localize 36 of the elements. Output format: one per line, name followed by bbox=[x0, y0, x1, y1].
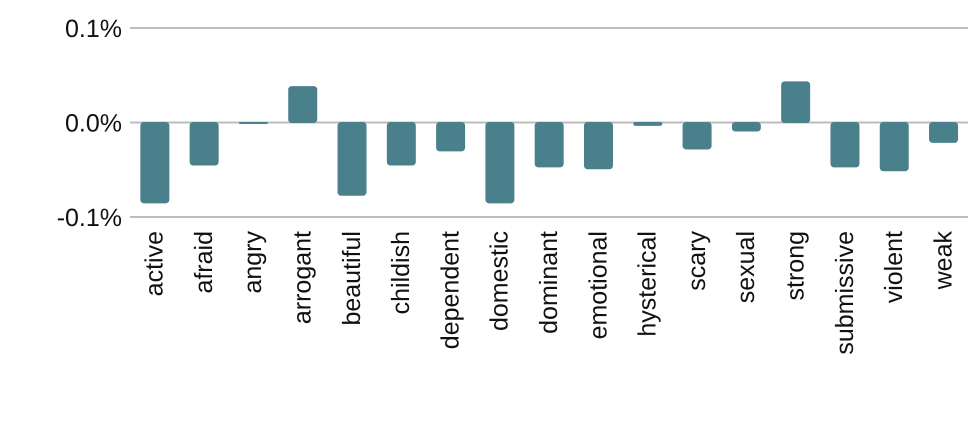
bar bbox=[386, 122, 416, 166]
x-tick-label: angry bbox=[239, 230, 268, 294]
x-tick-label: dependent bbox=[436, 230, 464, 350]
x-tick-label: emotional bbox=[584, 231, 612, 340]
x-tick-label: beautiful bbox=[338, 231, 366, 326]
x-tick-label: sexual bbox=[732, 231, 760, 304]
y-tick-label: 0.0% bbox=[65, 109, 122, 138]
x-tick-label: childish bbox=[387, 231, 416, 314]
bar bbox=[633, 122, 662, 126]
y-tick-label: 0.1% bbox=[65, 14, 122, 43]
bar bbox=[929, 122, 958, 143]
x-tick-label: weak bbox=[929, 230, 958, 290]
bar bbox=[190, 122, 219, 166]
x-tick-label: scary bbox=[682, 230, 711, 291]
bar bbox=[584, 122, 613, 170]
x-tick-label: afraid bbox=[190, 231, 218, 294]
x-tick-label: arrogant bbox=[288, 230, 317, 324]
x-tick-label: strong bbox=[781, 231, 810, 300]
x-tick-label: violent bbox=[880, 230, 908, 304]
y-tick-label: -0.1% bbox=[56, 204, 122, 232]
x-tick-label: hysterical bbox=[634, 231, 662, 337]
bar bbox=[485, 122, 514, 204]
bar bbox=[830, 122, 860, 168]
bar bbox=[781, 81, 810, 123]
bar bbox=[140, 122, 170, 204]
bar bbox=[436, 122, 466, 152]
x-tick-label: submissive bbox=[830, 231, 859, 355]
x-tick-label: active bbox=[140, 231, 169, 296]
x-tick-label: domestic bbox=[486, 231, 514, 332]
bar bbox=[682, 122, 712, 150]
bar bbox=[338, 122, 367, 196]
bar bbox=[732, 122, 761, 132]
bar bbox=[880, 122, 909, 172]
x-tick-label: dominant bbox=[535, 230, 563, 334]
bar bbox=[534, 122, 564, 168]
bar bbox=[288, 86, 318, 123]
